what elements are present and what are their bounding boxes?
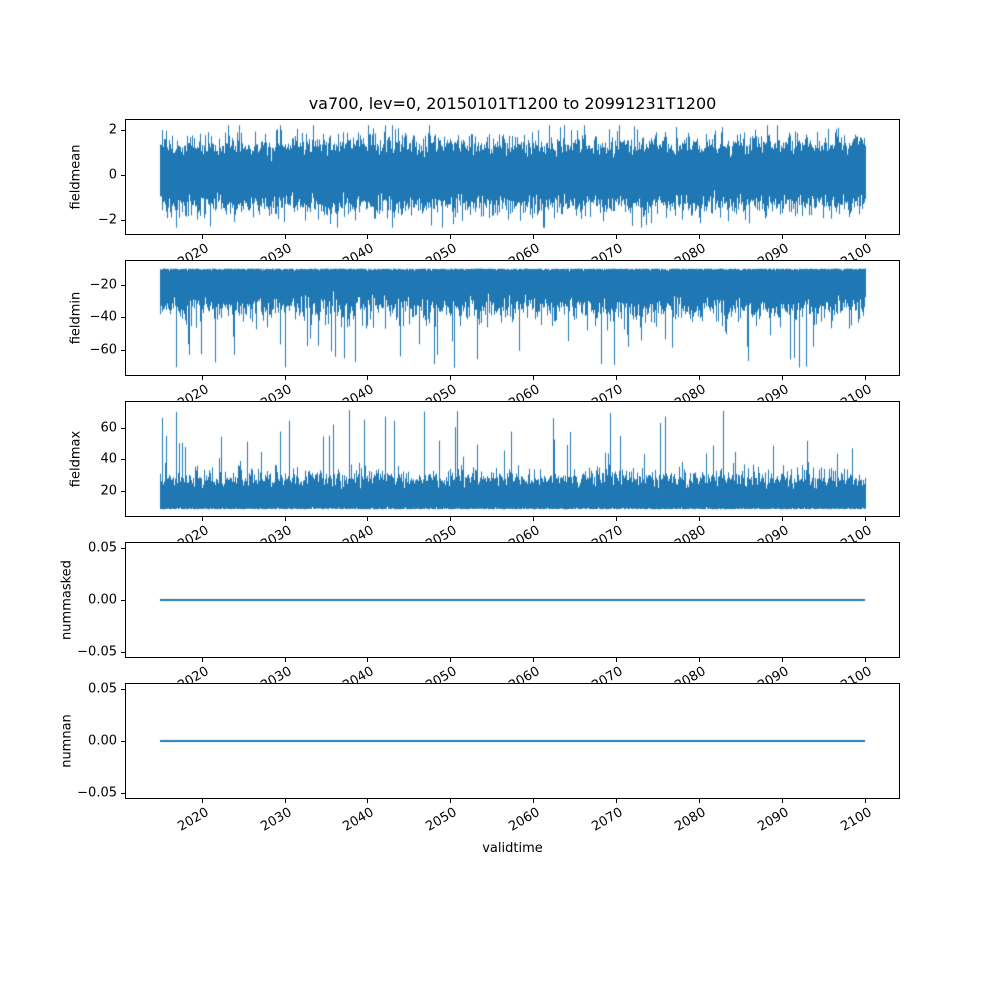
- y-axis-label: fieldmax: [68, 430, 84, 488]
- y-tick-label: 40: [100, 451, 117, 467]
- x-tick-mark: [616, 376, 617, 380]
- x-tick-mark: [202, 517, 203, 521]
- y-tick-mark: [121, 350, 125, 351]
- series-line-canvas: [126, 402, 899, 516]
- x-tick-mark: [450, 799, 451, 803]
- y-tick-label: −0.05: [77, 644, 117, 660]
- x-tick-mark: [202, 658, 203, 662]
- x-tick-mark: [782, 376, 783, 380]
- y-axis-label: fieldmean: [68, 144, 84, 210]
- x-tick-mark: [285, 376, 286, 380]
- x-tick-mark: [450, 376, 451, 380]
- x-tick-mark: [367, 376, 368, 380]
- x-axis-label: validtime: [482, 841, 543, 856]
- x-tick-mark: [699, 799, 700, 803]
- x-tick-mark: [285, 799, 286, 803]
- y-axis-label: fieldmin: [68, 291, 84, 345]
- x-tick-mark: [202, 235, 203, 239]
- x-tick-mark: [699, 658, 700, 662]
- x-tick-mark: [533, 517, 534, 521]
- y-tick-mark: [121, 600, 125, 601]
- y-tick-label: 0.05: [88, 540, 117, 556]
- series-line-canvas: [126, 543, 899, 657]
- y-tick-label: −0.05: [77, 785, 117, 801]
- y-tick-mark: [121, 317, 125, 318]
- x-tick-mark: [367, 517, 368, 521]
- x-tick-mark: [865, 658, 866, 662]
- y-tick-mark: [121, 175, 125, 176]
- x-tick-mark: [616, 658, 617, 662]
- y-tick-label: −2: [97, 212, 117, 228]
- y-tick-mark: [121, 652, 125, 653]
- y-tick-label: 2: [108, 122, 117, 138]
- y-tick-mark: [121, 689, 125, 690]
- x-tick-mark: [699, 517, 700, 521]
- axes-frame: [125, 542, 900, 658]
- y-tick-label: −40: [89, 309, 117, 325]
- x-tick-mark: [533, 799, 534, 803]
- x-tick-mark: [782, 517, 783, 521]
- x-tick-mark: [782, 799, 783, 803]
- y-tick-label: 0.00: [88, 733, 117, 749]
- y-tick-label: 0.05: [88, 681, 117, 697]
- subplot-fieldmin: fieldmin −20 −40 −60 2020 2030 2040 2050 2060 20…: [69, 260, 900, 412]
- x-tick-mark: [616, 517, 617, 521]
- y-tick-mark: [121, 130, 125, 131]
- axes-frame: [125, 119, 900, 235]
- series-line-canvas: [126, 684, 899, 798]
- subplot-nummasked: nummasked 0.05 0.00 −0.05 2020 2030 2040 2050 2…: [60, 540, 900, 694]
- subplot-fieldmax: fieldmax 60 40 20 2020 2030 2040 2050 2060 2070 2…: [69, 401, 900, 553]
- x-tick-mark: [533, 658, 534, 662]
- x-tick-mark: [865, 235, 866, 239]
- x-tick-mark: [782, 658, 783, 662]
- axes-frame: [125, 683, 900, 799]
- chart-title: va700, lev=0, 20150101T1200 to 20991231T…: [308, 94, 717, 113]
- x-tick-mark: [699, 376, 700, 380]
- y-tick-mark: [121, 741, 125, 742]
- x-tick-mark: [533, 376, 534, 380]
- subplot-fieldmean: fieldmean 2 0 −2 2020 2030 2040 2050 2060 2070 20…: [69, 119, 900, 271]
- x-tick-mark: [285, 517, 286, 521]
- y-axis-label: numnan: [59, 714, 75, 768]
- y-tick-mark: [121, 459, 125, 460]
- x-tick-mark: [285, 658, 286, 662]
- x-tick-mark: [865, 517, 866, 521]
- x-tick-mark: [865, 376, 866, 380]
- x-tick-mark: [699, 235, 700, 239]
- x-tick-mark: [865, 799, 866, 803]
- y-tick-label: 20: [100, 483, 117, 499]
- y-tick-label: 0: [108, 167, 117, 183]
- series-line-canvas: [126, 261, 899, 375]
- x-tick-mark: [450, 235, 451, 239]
- x-tick-mark: [450, 517, 451, 521]
- axes-frame: [125, 401, 900, 517]
- x-tick-mark: [450, 658, 451, 662]
- y-axis-label: nummasked: [59, 560, 75, 640]
- y-tick-mark: [121, 285, 125, 286]
- y-tick-mark: [121, 491, 125, 492]
- x-tick-mark: [367, 235, 368, 239]
- y-tick-mark: [121, 548, 125, 549]
- x-tick-mark: [367, 799, 368, 803]
- axes-frame: [125, 260, 900, 376]
- x-tick-mark: [367, 658, 368, 662]
- subplot-numnan: numnan 0.05 0.00 −0.05 2020 2030 2040 2050 2060…: [60, 681, 900, 835]
- y-tick-mark: [121, 793, 125, 794]
- x-tick-mark: [285, 235, 286, 239]
- y-tick-mark: [121, 220, 125, 221]
- y-tick-label: 60: [100, 420, 117, 436]
- x-tick-mark: [533, 235, 534, 239]
- x-tick-mark: [202, 376, 203, 380]
- series-line-canvas: [126, 120, 899, 234]
- x-tick-mark: [616, 799, 617, 803]
- y-tick-label: 0.00: [88, 592, 117, 608]
- y-tick-mark: [121, 428, 125, 429]
- y-tick-label: −20: [89, 277, 117, 293]
- x-tick-mark: [616, 235, 617, 239]
- x-tick-mark: [202, 799, 203, 803]
- x-tick-mark: [782, 235, 783, 239]
- y-tick-label: −60: [89, 342, 117, 358]
